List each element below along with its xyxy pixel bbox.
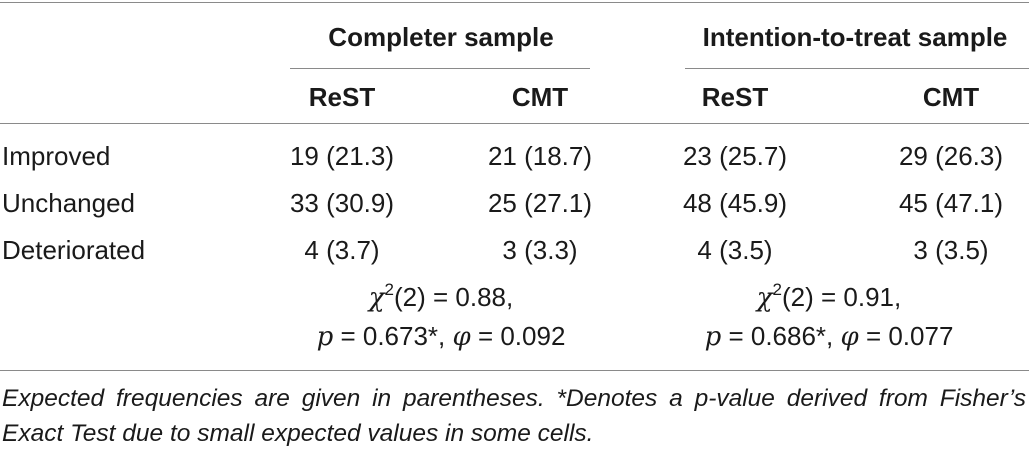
table-cell: 25 (27.1) [487, 188, 593, 218]
table-footnote: Expected frequencies are given in parent… [2, 385, 1026, 447]
table-cell: 29 (26.3) [898, 141, 1004, 171]
table-cell: 4 (3.7) [304, 235, 380, 265]
row-label-deteriorated: Deteriorated [2, 235, 146, 265]
column-header-cmt-itt: CMT [922, 82, 980, 112]
group-underline-completer [290, 68, 590, 69]
header-bottom-rule [0, 123, 1029, 124]
chi-square-line-itt: χ2(2) = 0.91, [756, 280, 902, 313]
table-cell: 19 (21.3) [289, 141, 395, 171]
table-bottom-rule [0, 370, 1029, 371]
group-header-completer: Completer sample [328, 22, 554, 52]
stats-completer: χ2(2) = 0.88, p = 0.673*, φ = 0.092 [317, 278, 566, 356]
table-cell: 48 (45.9) [682, 188, 788, 218]
stats-itt: χ2(2) = 0.91, p = 0.686*, φ = 0.077 [705, 278, 954, 356]
row-label-improved: Improved [2, 141, 111, 171]
row-label-unchanged: Unchanged [2, 188, 135, 218]
column-header-rest-itt: ReST [701, 82, 769, 112]
column-header-rest-completer: ReST [308, 82, 376, 112]
table-top-rule [0, 2, 1029, 3]
chi-square-line-completer: χ2(2) = 0.88, [368, 280, 514, 313]
table-cell: 4 (3.5) [697, 235, 773, 265]
table-cell: 45 (47.1) [898, 188, 1004, 218]
table-cell: 3 (3.5) [913, 235, 989, 265]
group-header-itt: Intention-to-treat sample [702, 22, 1008, 52]
column-header-cmt-completer: CMT [511, 82, 569, 112]
p-phi-line-itt: p = 0.686*, φ = 0.077 [704, 321, 954, 352]
p-phi-line-completer: p = 0.673*, φ = 0.092 [316, 321, 566, 352]
table-cell: 33 (30.9) [289, 188, 395, 218]
table-cell: 23 (25.7) [682, 141, 788, 171]
table-cell: 3 (3.3) [502, 235, 578, 265]
table-cell: 21 (18.7) [487, 141, 593, 171]
group-underline-itt [685, 68, 1029, 69]
